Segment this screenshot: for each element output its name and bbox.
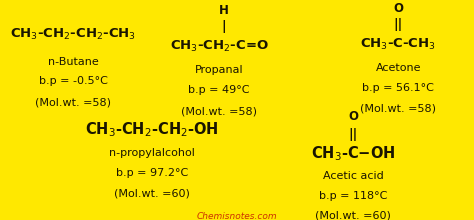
Text: (Mol.wt. =58): (Mol.wt. =58) — [181, 106, 257, 116]
Text: (Mol.wt. =60): (Mol.wt. =60) — [315, 211, 391, 220]
Text: b.p = 49°C: b.p = 49°C — [188, 85, 250, 95]
Text: b.p = -0.5°C: b.p = -0.5°C — [39, 76, 108, 86]
Text: b.p = 56.1°C: b.p = 56.1°C — [362, 83, 434, 93]
Text: CH$_3$-CH$_2$-CH$_2$-OH: CH$_3$-CH$_2$-CH$_2$-OH — [85, 121, 219, 139]
Text: ||: || — [348, 128, 358, 141]
Text: |: | — [221, 20, 226, 33]
Text: H: H — [219, 4, 228, 18]
Text: CH$_3$-C−OH: CH$_3$-C−OH — [311, 145, 395, 163]
Text: CH$_3$-CH$_2$-CH$_2$-CH$_3$: CH$_3$-CH$_2$-CH$_2$-CH$_3$ — [10, 27, 137, 42]
Text: (Mol.wt. =60): (Mol.wt. =60) — [114, 189, 190, 199]
Text: Propanal: Propanal — [195, 65, 243, 75]
Text: (Mol.wt. =58): (Mol.wt. =58) — [36, 97, 111, 107]
Text: b.p = 97.2°C: b.p = 97.2°C — [116, 168, 188, 178]
Text: Acetone: Acetone — [375, 63, 421, 73]
Text: O: O — [348, 110, 358, 123]
Text: (Mol.wt. =58): (Mol.wt. =58) — [360, 104, 436, 114]
Text: Chemisnotes.com: Chemisnotes.com — [197, 212, 277, 220]
Text: Acetic acid: Acetic acid — [323, 171, 383, 181]
Text: ||: || — [393, 18, 403, 31]
Text: n-propylalcohol: n-propylalcohol — [109, 148, 195, 158]
Text: b.p = 118°C: b.p = 118°C — [319, 191, 387, 201]
Text: n-Butane: n-Butane — [48, 57, 99, 67]
Text: CH$_3$-C-CH$_3$: CH$_3$-C-CH$_3$ — [360, 37, 436, 51]
Text: CH$_3$-CH$_2$-C=O: CH$_3$-CH$_2$-C=O — [170, 39, 268, 54]
Text: O: O — [393, 2, 403, 15]
